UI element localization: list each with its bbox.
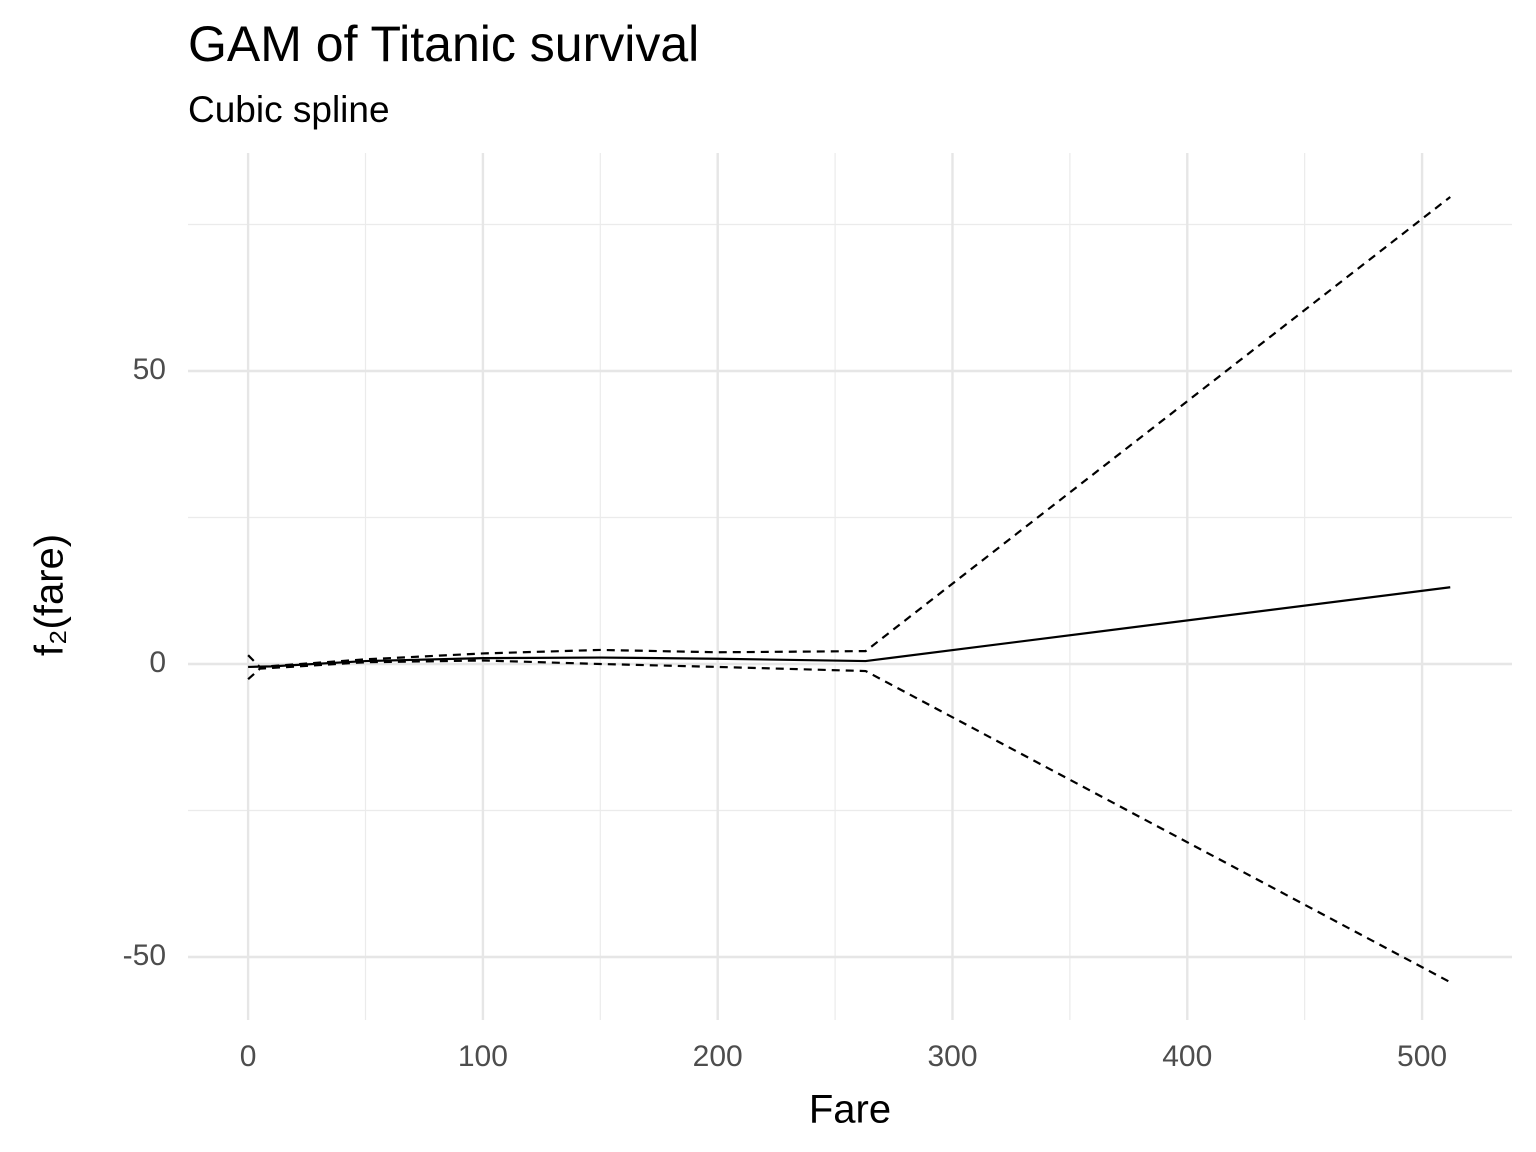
- chart-subtitle: Cubic spline: [188, 89, 390, 130]
- x-tick-label: 200: [693, 1040, 743, 1073]
- line: [248, 586, 1451, 669]
- line: [247, 196, 1451, 669]
- y-tick-label: 50: [133, 353, 166, 386]
- x-tick-label: 400: [1162, 1040, 1212, 1073]
- chart-title: GAM of Titanic survival: [188, 16, 699, 72]
- x-tick-label: 500: [1397, 1040, 1447, 1073]
- x-axis-title: Fare: [809, 1088, 891, 1132]
- x-tick-label: 100: [458, 1040, 508, 1073]
- x-tick-label: 0: [240, 1040, 257, 1073]
- y-tick-label: 0: [149, 646, 166, 679]
- x-tick-label: 300: [927, 1040, 977, 1073]
- line: [247, 659, 1451, 984]
- y-tick-label: -50: [123, 939, 166, 972]
- y-axis-title: f₂(fare): [28, 534, 72, 656]
